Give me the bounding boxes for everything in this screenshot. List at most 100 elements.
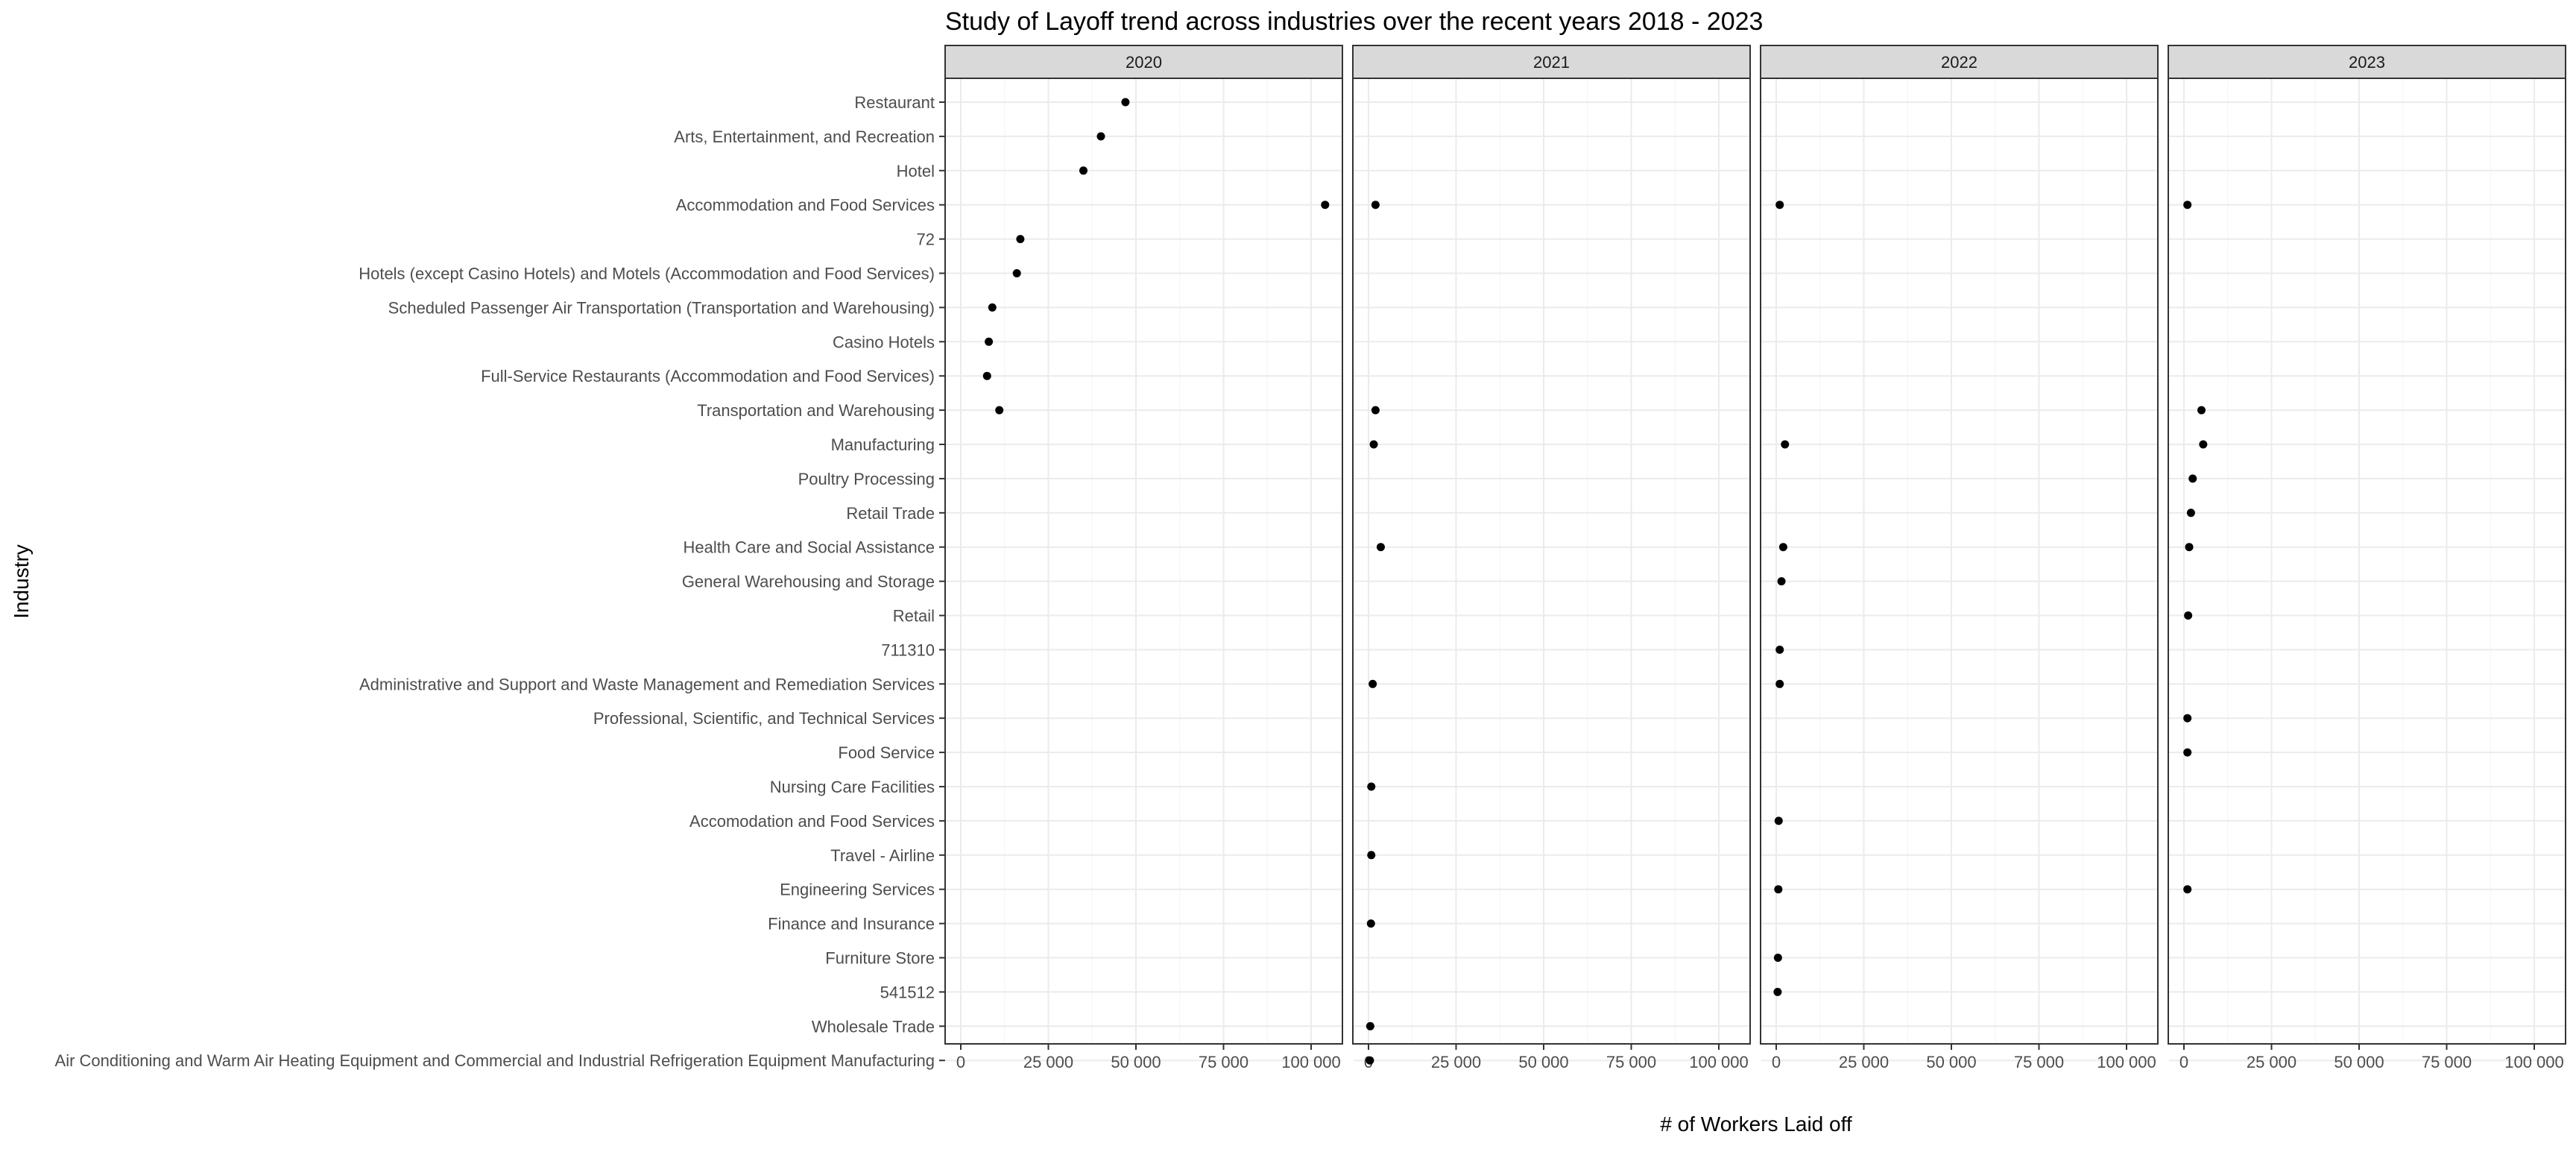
x-tick-label: 50 000 [1111, 1053, 1161, 1071]
y-tick-label: Arts, Entertainment, and Recreation [674, 128, 935, 146]
y-axis-title: Industry [10, 544, 33, 619]
chart-title: Study of Layoff trend across industries … [945, 7, 1763, 36]
data-point [2183, 201, 2192, 210]
y-tick-label: General Warehousing and Storage [682, 573, 935, 591]
x-axis-title: # of Workers Laid off [1660, 1112, 1852, 1136]
y-tick-label: 541512 [880, 983, 935, 1001]
panel-2022: 2022 0 25 000 50 000 75 000 100 000 [1760, 45, 2159, 1071]
facet-strip-label: 2021 [1533, 53, 1570, 72]
data-point [2185, 543, 2194, 552]
y-tick-label: Finance and Insurance [768, 915, 935, 934]
data-point [1321, 201, 1330, 210]
y-tick-label: Accommodation and Food Services [676, 196, 935, 215]
data-point [1781, 440, 1790, 449]
x-tick-label: 50 000 [1518, 1053, 1568, 1071]
y-tick-label: Retail Trade [846, 504, 935, 523]
data-point [2183, 714, 2192, 723]
y-tick-label: Food Service [838, 743, 935, 762]
facet-strip [1352, 45, 1751, 79]
data-point [2197, 406, 2206, 415]
data-point [1774, 816, 1783, 825]
x-tick-label: 25 000 [1839, 1053, 1889, 1071]
data-point [2183, 748, 2192, 757]
x-tick-label: 0 [2179, 1053, 2188, 1071]
y-tick-label: Furniture Store [825, 949, 935, 968]
y-tick-label: Accomodation and Food Services [689, 812, 935, 831]
data-point [1371, 406, 1380, 415]
y-tick-label: Hotel [897, 162, 935, 180]
y-tick-label: Manufacturing [831, 435, 935, 454]
x-tick-label: 50 000 [2334, 1053, 2384, 1071]
y-tick-label: Health Care and Social Assistance [683, 538, 935, 557]
facet-strip-label: 2022 [1941, 53, 1977, 72]
data-point [1016, 235, 1025, 244]
data-point [2186, 509, 2195, 517]
data-point [1773, 987, 1782, 996]
data-point [1012, 269, 1021, 277]
y-tick-label: Professional, Scientific, and Technical … [593, 709, 935, 728]
x-tick-label: 25 000 [1023, 1053, 1073, 1071]
data-point [1366, 919, 1375, 928]
data-point [1775, 201, 1784, 210]
y-tick-label: Full-Service Restaurants (Accommodation … [481, 367, 935, 385]
data-point [1775, 645, 1784, 654]
data-point [1773, 954, 1782, 962]
y-tick-label: Hotels (except Casino Hotels) and Motels… [359, 265, 935, 283]
y-tick-label: Air Conditioning and Warm Air Heating Eq… [55, 1051, 935, 1070]
y-tick-label: 72 [917, 230, 935, 249]
data-point [1777, 577, 1786, 586]
y-tick-label: Retail [893, 607, 935, 626]
x-tick-label: 100 000 [1281, 1053, 1341, 1071]
data-point [1778, 543, 1787, 552]
panel-2020: 2020 0 25 000 50 000 75 000 100 000 [944, 45, 1343, 1071]
facet-strip [2168, 45, 2566, 79]
facet-strip [944, 45, 1343, 79]
y-tick-label: Engineering Services [780, 881, 935, 899]
y-tick-label: Wholesale Trade [812, 1017, 935, 1036]
facet-strip-label: 2020 [1126, 53, 1162, 72]
x-tick-label: 0 [1772, 1053, 1781, 1071]
data-point [1366, 1021, 1374, 1030]
data-point [1775, 679, 1784, 688]
x-tick-label: 0 [956, 1053, 965, 1071]
x-tick-label: 25 000 [1431, 1053, 1481, 1071]
y-tick-label: 711310 [881, 640, 935, 659]
data-point [1371, 201, 1380, 210]
data-point [1369, 440, 1378, 449]
data-point [1079, 166, 1087, 175]
y-tick-label: Casino Hotels [833, 333, 935, 351]
data-point [1367, 782, 1376, 791]
data-point [1774, 885, 1783, 894]
y-labels-layer: Restaurant Arts, Entertainment, and Recre… [55, 93, 945, 1070]
y-tick-label: Administrative and Support and Waste Man… [359, 675, 935, 693]
data-point [1368, 679, 1377, 688]
x-tick-label: 100 000 [1689, 1053, 1749, 1071]
data-point [2188, 474, 2197, 483]
y-tick-label: Nursing Care Facilities [770, 778, 935, 796]
data-point [988, 303, 997, 312]
x-tick-label: 100 000 [2097, 1053, 2156, 1071]
x-tick-label: 100 000 [2504, 1053, 2564, 1071]
y-tick-label: Poultry Processing [798, 470, 935, 488]
data-point [1376, 543, 1385, 552]
x-tick-label: 75 000 [2422, 1053, 2472, 1071]
x-tick-label: 75 000 [1606, 1053, 1656, 1071]
x-tick-label: 75 000 [1199, 1053, 1248, 1071]
data-point [995, 406, 1004, 415]
data-point [982, 371, 991, 380]
x-tick-label: 50 000 [1926, 1053, 1976, 1071]
y-tick-label: Travel - Airline [830, 846, 935, 865]
data-point [1121, 98, 1130, 107]
data-point [1096, 132, 1105, 141]
data-point [2183, 885, 2192, 894]
y-tick-label: Transportation and Warehousing [697, 401, 935, 420]
data-point [2184, 611, 2193, 620]
data-point [1366, 1056, 1374, 1065]
panels-layer: 2020 0 25 000 50 000 75 000 100 000 2021 0 25 00… [944, 45, 2566, 1071]
y-tick-label: Restaurant [854, 93, 935, 112]
x-tick-label: 75 000 [2014, 1053, 2064, 1071]
panel-2023: 2023 0 25 000 50 000 75 000 100 000 [2168, 45, 2566, 1071]
facet-strip-label: 2023 [2349, 53, 2385, 72]
